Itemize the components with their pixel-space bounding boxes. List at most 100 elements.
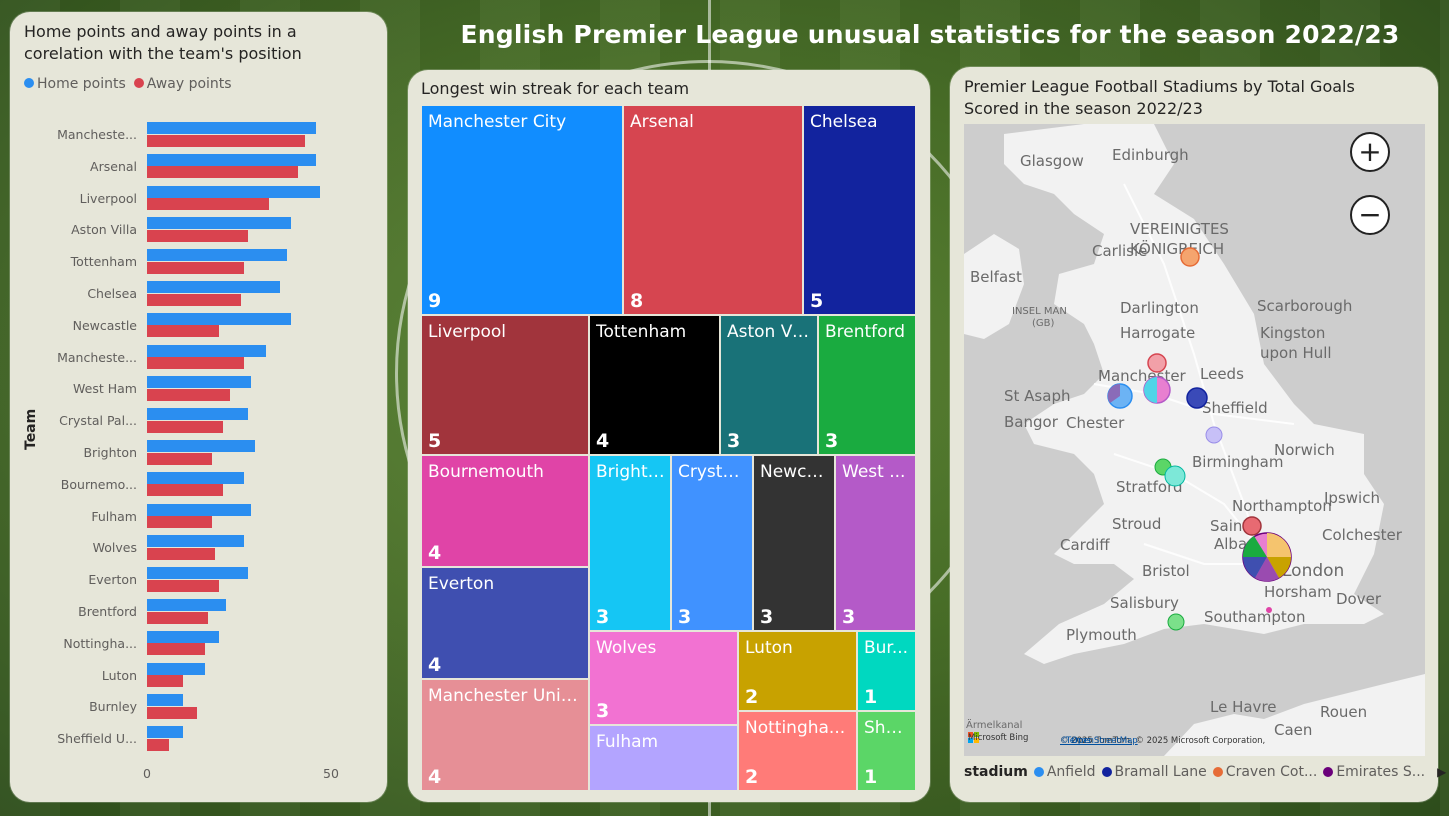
map-legend-item[interactable]: Anfield bbox=[1033, 764, 1096, 780]
bar-away-points[interactable] bbox=[147, 134, 306, 147]
treemap-tile[interactable]: Brighton 3 bbox=[589, 455, 671, 631]
bar-away-points[interactable] bbox=[147, 643, 205, 656]
terms-link[interactable]: Terms bbox=[1066, 736, 1092, 746]
bar-away-points[interactable] bbox=[147, 388, 230, 401]
bar-chart-legend[interactable]: Home points Away points bbox=[24, 76, 232, 92]
bar-home-points[interactable] bbox=[147, 440, 255, 452]
zoom-out-button[interactable]: − bbox=[1350, 195, 1390, 235]
bar-home-points[interactable] bbox=[147, 122, 317, 134]
bar-home-points[interactable] bbox=[147, 503, 252, 516]
map-legend-item[interactable]: Bramall Lane bbox=[1101, 764, 1207, 780]
treemap-panel[interactable]: Longest win streak for each team Manches… bbox=[408, 70, 930, 802]
stadium-bubble-vitality[interactable] bbox=[1167, 613, 1185, 631]
treemap-tile-value: 5 bbox=[810, 290, 824, 312]
treemap-area[interactable]: Manchester City 9 Arsenal 8 Chelsea 5 Liverpoo… bbox=[408, 70, 930, 802]
treemap-tile[interactable]: Aston Villa 3 bbox=[720, 315, 818, 455]
treemap-tile[interactable]: Crystal... 3 bbox=[671, 455, 753, 631]
bar-home-points[interactable] bbox=[147, 217, 291, 230]
treemap-tile[interactable]: Tottenham 4 bbox=[589, 315, 720, 455]
map-place-label: Stratford bbox=[1116, 478, 1183, 496]
bar-away-points[interactable] bbox=[147, 293, 241, 306]
map-bubbles-svg[interactable] bbox=[964, 124, 1425, 756]
bar-home-points[interactable] bbox=[147, 376, 252, 389]
bar-away-points[interactable] bbox=[147, 357, 245, 370]
treemap-tile[interactable]: Brentford 3 bbox=[818, 315, 916, 455]
legend-item-home[interactable]: Home points bbox=[24, 76, 126, 92]
map-legend-items[interactable]: Anfield Bramall Lane Craven Cot... Emirates… bbox=[1033, 764, 1425, 780]
bar-home-points[interactable] bbox=[147, 185, 320, 198]
osm-link[interactable]: © OpenStreetMap bbox=[1060, 736, 1138, 746]
stadium-bubble-kenilworth-road[interactable] bbox=[1242, 516, 1262, 536]
bar-away-points[interactable] bbox=[147, 484, 223, 497]
treemap-tile[interactable]: Newca... 3 bbox=[753, 455, 835, 631]
bar-chart-panel[interactable]: Home points and away points in a corelat… bbox=[10, 12, 387, 802]
bar-home-points[interactable] bbox=[147, 408, 248, 421]
zoom-in-button[interactable]: + bbox=[1350, 132, 1390, 172]
bar-away-points[interactable] bbox=[147, 675, 183, 688]
legend-item-away[interactable]: Away points bbox=[133, 76, 232, 92]
bar-away-points[interactable] bbox=[147, 229, 248, 242]
treemap-tile[interactable]: Manchester United 4 bbox=[421, 679, 589, 791]
bar-home-points[interactable] bbox=[147, 662, 205, 675]
bar-home-points[interactable] bbox=[147, 344, 266, 357]
stadium-bubble-brighton[interactable] bbox=[1266, 607, 1272, 613]
bar-home-points[interactable] bbox=[147, 726, 183, 739]
treemap-tile[interactable]: Bur... 1 bbox=[857, 631, 916, 711]
bar-home-points[interactable] bbox=[147, 535, 245, 548]
bar-away-points[interactable] bbox=[147, 547, 216, 560]
bar-chart-plot-area[interactable]: Mancheste... Arsenal Liverpool Aston Villa T… bbox=[10, 12, 387, 802]
treemap-tile[interactable]: Manchester City 9 bbox=[421, 105, 623, 315]
treemap-tile[interactable]: Bournemouth 4 bbox=[421, 455, 589, 567]
bar-home-points[interactable] bbox=[147, 567, 248, 580]
map-place-label: Carlisle bbox=[1092, 242, 1148, 260]
stadium-map[interactable]: Glasgow Edinburgh VEREINIGTES KÖNIGREICH Car… bbox=[964, 124, 1425, 756]
treemap-tile[interactable]: Fulham bbox=[589, 725, 738, 791]
treemap-tile[interactable]: Luton 2 bbox=[738, 631, 857, 711]
treemap-tile-value: 4 bbox=[596, 430, 610, 452]
bar-away-points[interactable] bbox=[147, 579, 219, 592]
legend-next-button[interactable]: ▶ bbox=[1437, 765, 1447, 779]
map-legend-dot bbox=[1323, 767, 1334, 777]
stadium-bubble-bramall-lane[interactable] bbox=[1186, 387, 1208, 409]
map-legend-item[interactable]: Emirates S... bbox=[1323, 764, 1425, 780]
map-legend[interactable]: stadium Anfield Bramall Lane Craven Cot...… bbox=[964, 764, 1446, 780]
bar-away-points[interactable] bbox=[147, 166, 299, 179]
bar-category-label: Chelsea bbox=[87, 286, 137, 301]
treemap-tile[interactable]: She... 1 bbox=[857, 711, 916, 791]
map-place-label: Salisbury bbox=[1110, 594, 1179, 612]
map-legend-item[interactable]: Craven Cot... bbox=[1212, 764, 1317, 780]
bar-away-points[interactable] bbox=[147, 325, 219, 338]
treemap-tile[interactable]: Chelsea 5 bbox=[803, 105, 916, 315]
bar-away-points[interactable] bbox=[147, 452, 212, 465]
bar-home-points[interactable] bbox=[147, 312, 291, 325]
bar-home-points[interactable] bbox=[147, 630, 219, 643]
stadium-bubble-manchester-1[interactable] bbox=[1147, 353, 1167, 373]
bar-away-points[interactable] bbox=[147, 261, 245, 274]
bar-home-points[interactable] bbox=[147, 471, 245, 484]
bar-away-points[interactable] bbox=[147, 420, 223, 433]
bar-home-points[interactable] bbox=[147, 694, 183, 707]
bar-home-points[interactable] bbox=[147, 249, 288, 262]
bar-category-label: Mancheste... bbox=[57, 127, 137, 142]
treemap-tile[interactable]: Arsenal 8 bbox=[623, 105, 803, 315]
treemap-tile-label: Chelsea bbox=[810, 112, 878, 132]
stadium-bubble-craven-cottage[interactable] bbox=[1180, 247, 1200, 267]
treemap-tile[interactable]: Everton 4 bbox=[421, 567, 589, 679]
stadium-bubble-city-ground[interactable] bbox=[1205, 426, 1223, 444]
bar-away-points[interactable] bbox=[147, 738, 169, 751]
treemap-tile[interactable]: West ... 3 bbox=[835, 455, 916, 631]
bar-home-points[interactable] bbox=[147, 153, 317, 166]
bar-away-points[interactable] bbox=[147, 611, 209, 624]
bar-away-points[interactable] bbox=[147, 706, 198, 719]
bar-away-points[interactable] bbox=[147, 198, 270, 211]
treemap-tile-label: Tottenham bbox=[596, 322, 687, 342]
bar-away-points[interactable] bbox=[147, 516, 212, 529]
treemap-tile[interactable]: Wolves 3 bbox=[589, 631, 738, 725]
treemap-tile[interactable]: Liverpool 5 bbox=[421, 315, 589, 455]
stadium-bubble-molineux[interactable] bbox=[1164, 465, 1186, 487]
map-place-label: Dover bbox=[1336, 590, 1381, 608]
bar-home-points[interactable] bbox=[147, 281, 281, 293]
treemap-tile[interactable]: Nottingha... 2 bbox=[738, 711, 857, 791]
map-place-label: Northampton bbox=[1232, 497, 1332, 515]
bar-home-points[interactable] bbox=[147, 599, 227, 611]
